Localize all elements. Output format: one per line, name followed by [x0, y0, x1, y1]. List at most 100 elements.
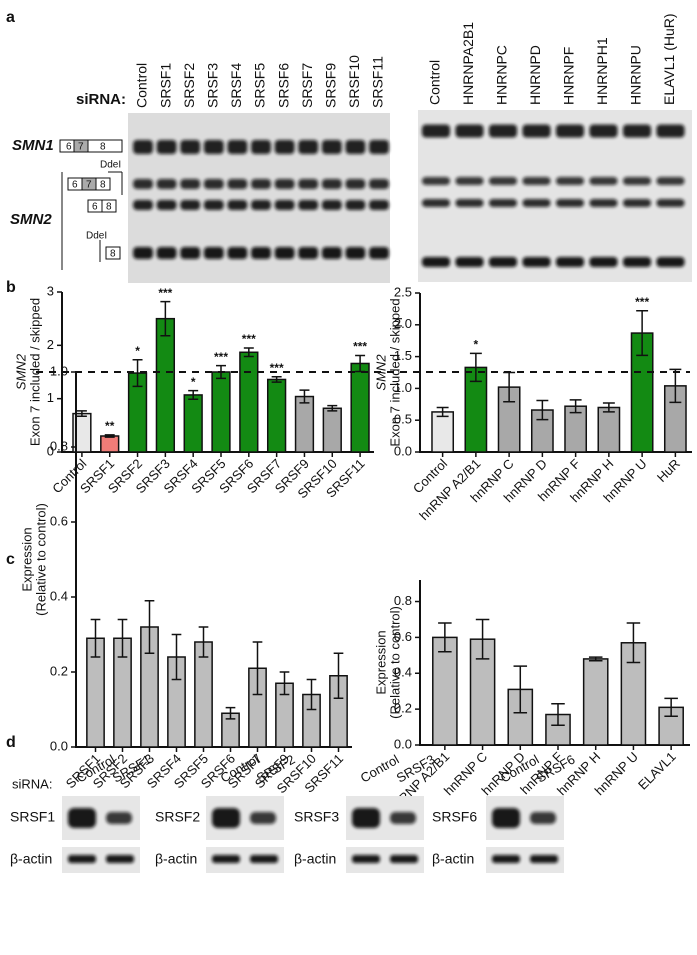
y-tick-label: 0.0 — [394, 443, 412, 458]
gel-band — [133, 140, 153, 154]
gel-band — [622, 177, 652, 185]
y-axis-label: (Relative to control) — [387, 606, 402, 719]
gel-band — [555, 257, 585, 267]
error-bar — [160, 300, 171, 337]
gel-band — [227, 179, 248, 189]
lane-label: Control — [358, 752, 402, 786]
gel-band — [369, 179, 389, 189]
y-tick-label: 2.5 — [394, 284, 412, 299]
blot-band — [250, 855, 278, 863]
lane-label: SRSF1 — [157, 63, 173, 108]
gel-band — [321, 179, 342, 189]
blot-target-label: SRSF2 — [155, 809, 200, 825]
error-bar — [602, 402, 615, 413]
y-axis-label: Exon 7 included / skipped — [387, 298, 402, 446]
error-bar — [551, 703, 565, 727]
blot-band — [530, 855, 558, 863]
error-bar — [132, 358, 143, 388]
error-bar — [188, 389, 199, 400]
y-tick-label: 1.5 — [394, 348, 412, 363]
y-tick-label: 1 — [47, 390, 54, 405]
exon-label: 8 — [100, 142, 106, 153]
error-bar — [225, 706, 236, 720]
panel-label: b — [6, 279, 16, 296]
error-bar — [76, 410, 87, 418]
significance: ** — [105, 419, 115, 433]
gel-band — [180, 179, 201, 189]
lane-label: HNRNPA2B1 — [460, 22, 476, 105]
exon-label: 8 — [106, 202, 112, 213]
error-bar — [327, 404, 338, 412]
gel-band — [455, 177, 484, 185]
gel-band — [203, 140, 224, 154]
exon-label: 8 — [100, 180, 106, 191]
gel-band — [298, 179, 319, 189]
gel-band — [589, 257, 618, 267]
loading-label: β-actin — [155, 851, 197, 867]
gel-band — [227, 247, 248, 259]
error-bar — [171, 633, 182, 681]
gel-band — [488, 257, 518, 267]
gene-label: SMN2 — [10, 211, 52, 228]
error-bar — [513, 665, 528, 714]
significance: *** — [242, 332, 256, 346]
lane-label: SRSF4 — [228, 63, 244, 108]
lane-label: SRSF6 — [275, 63, 291, 108]
lane-label: SRSF5 — [252, 63, 268, 108]
lane-label: HNRNPU — [628, 45, 644, 105]
gel-band — [227, 140, 248, 154]
gel-band — [298, 140, 319, 154]
significance: *** — [353, 340, 367, 354]
gel-band — [251, 179, 271, 189]
gel-band — [251, 140, 271, 154]
blot-band — [352, 808, 380, 828]
y-axis-label: (Relative to control) — [33, 503, 48, 616]
gel-band — [203, 179, 224, 189]
gel-band — [156, 247, 177, 259]
y-tick-label: 0.2 — [394, 701, 412, 716]
bar — [431, 411, 455, 453]
gel-band — [421, 177, 451, 185]
gel-band — [345, 247, 366, 259]
gel-band — [369, 140, 389, 154]
error-bar — [198, 626, 209, 658]
lane-label: HNRNPC — [494, 45, 510, 105]
error-bar — [252, 641, 263, 696]
lane-label: HNRNPH1 — [594, 37, 610, 105]
error-bar — [90, 618, 101, 658]
blot-band — [106, 855, 134, 863]
significance: * — [474, 338, 479, 352]
sirna-label: siRNA: — [12, 776, 52, 791]
gel-band — [421, 199, 451, 207]
lane-label: SRSF7 — [299, 63, 315, 108]
loading-label: β-actin — [432, 851, 474, 867]
blot-target-label: SRSF1 — [10, 809, 55, 825]
bar — [582, 658, 609, 746]
y-tick-label: 2.0 — [394, 316, 412, 331]
gel-band — [522, 199, 551, 207]
bar — [266, 378, 287, 453]
y-tick-label: 0.6 — [394, 629, 412, 644]
x-tick-label: HuR — [654, 456, 683, 485]
gel-band — [251, 200, 271, 210]
enzyme-label: DdeI — [100, 160, 121, 171]
gel-band — [455, 199, 484, 207]
panel-label: c — [6, 551, 15, 568]
exon-label: 7 — [86, 180, 92, 191]
gel-band — [555, 177, 585, 185]
error-bar — [636, 310, 649, 357]
gel-band — [133, 179, 153, 189]
lane-label: Control — [427, 60, 443, 105]
loading-label: β-actin — [10, 851, 52, 867]
exon-label: 6 — [72, 180, 78, 191]
gel-band — [589, 124, 618, 138]
gel-band — [227, 200, 248, 210]
gel-band — [622, 124, 652, 138]
blot-band — [250, 812, 276, 824]
gel-band — [656, 257, 685, 267]
blot-band — [390, 855, 418, 863]
gel-band — [274, 247, 295, 259]
gel-band — [488, 199, 518, 207]
error-bar — [279, 671, 290, 696]
bar — [432, 636, 458, 746]
